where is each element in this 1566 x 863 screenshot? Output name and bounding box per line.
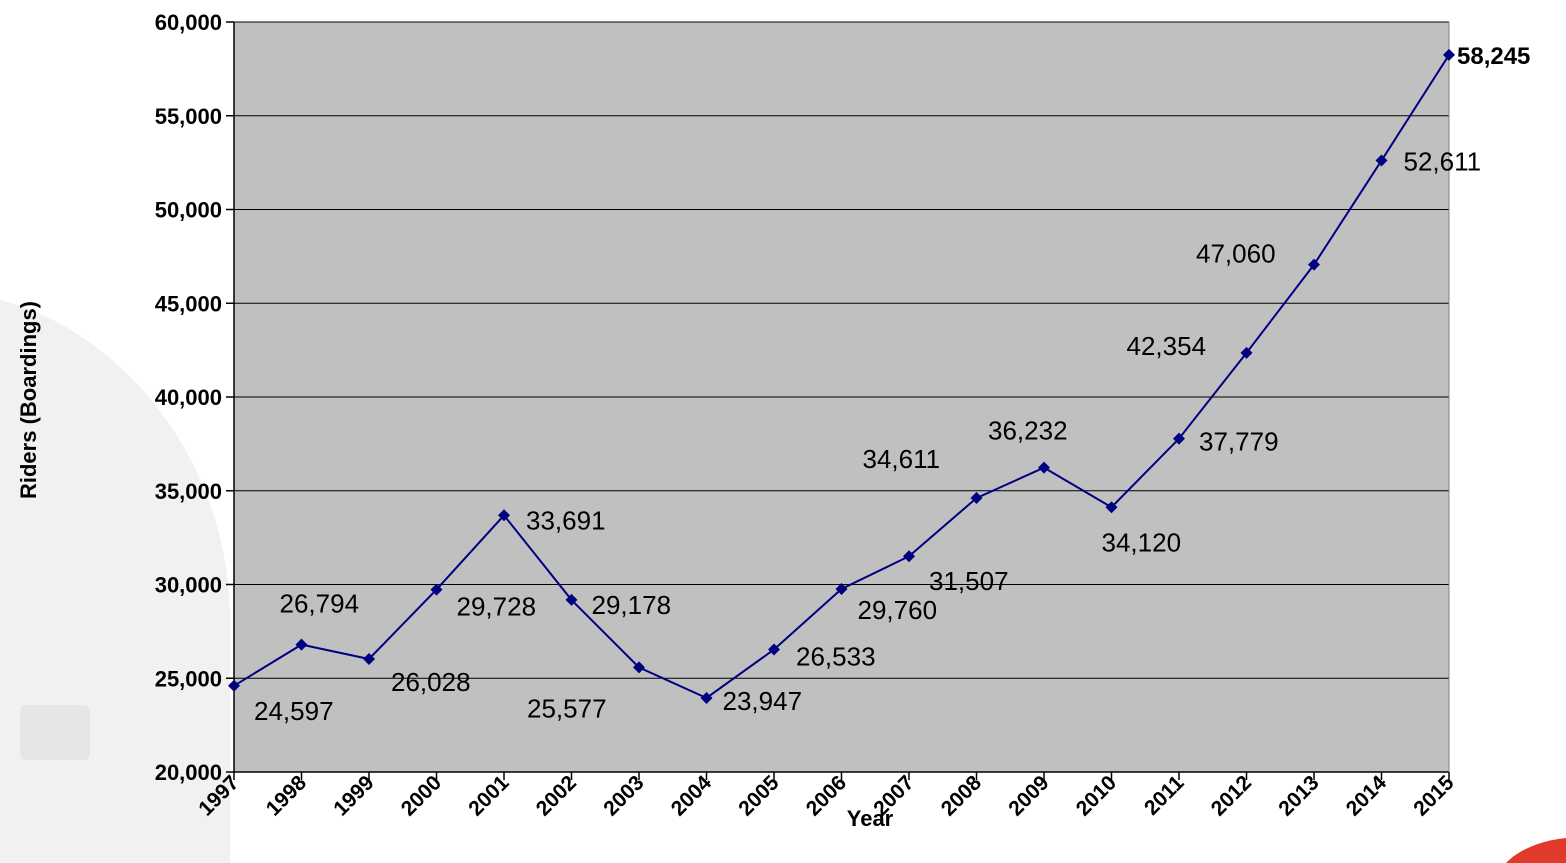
- data-label: 26,533: [796, 642, 876, 672]
- data-label: 29,728: [457, 592, 537, 622]
- data-label: 23,947: [723, 686, 803, 716]
- x-tick-label: 2000: [397, 771, 446, 820]
- data-point-marker: [1443, 48, 1455, 61]
- data-point-marker: [228, 679, 240, 692]
- x-tick-label: 2004: [667, 771, 717, 821]
- y-tick-label: 25,000: [155, 666, 222, 691]
- y-tick-label: 40,000: [155, 385, 222, 410]
- data-label: 34,120: [1102, 527, 1182, 557]
- y-axis-title: Riders (Boardings): [16, 301, 41, 499]
- y-tick-label: 60,000: [155, 10, 222, 35]
- x-tick-label: 2013: [1274, 771, 1323, 820]
- x-tick-label: 2010: [1072, 771, 1121, 820]
- gridlines: [234, 21, 1449, 679]
- data-point-marker: [430, 583, 443, 596]
- x-axis-title: Year: [847, 806, 894, 831]
- data-point-marker: [970, 492, 983, 505]
- data-labels: 24,597 26,794 26,028 29,728 33,691 29,178 25,5…: [254, 43, 1530, 726]
- data-point-marker: [295, 638, 308, 651]
- data-label: 29,760: [858, 595, 938, 625]
- y-tick-label: 45,000: [155, 291, 222, 316]
- data-point-marker: [768, 643, 780, 656]
- data-label: 26,028: [391, 667, 471, 697]
- data-label: 47,060: [1196, 239, 1276, 269]
- x-tick-label: 2009: [1004, 771, 1053, 820]
- x-tick-label: 2012: [1207, 771, 1256, 820]
- x-tick-label: 2001: [464, 771, 514, 821]
- y-tick-label: 55,000: [155, 104, 222, 129]
- data-label: 52,611: [1404, 147, 1482, 177]
- data-label: 58,245: [1457, 43, 1530, 70]
- data-points: [228, 48, 1455, 704]
- data-point-marker: [633, 661, 645, 674]
- x-axis-ticks: 1997 1998 1999 2000 2001 2002 2003 2004 2005 2006…: [194, 771, 1459, 821]
- data-point-marker: [700, 691, 713, 704]
- x-tick-label: 1999: [329, 771, 378, 820]
- x-tick-label: 2006: [802, 771, 851, 820]
- data-label: 42,354: [1127, 331, 1207, 361]
- data-label: 26,794: [280, 589, 360, 619]
- y-tick-label: 50,000: [155, 198, 222, 223]
- x-tick-label: 1998: [262, 771, 312, 821]
- y-axis-ticks: 20,000 25,000 30,000 35,000 40,000 45,000 50,0…: [155, 10, 234, 785]
- data-point-marker: [1038, 461, 1050, 474]
- data-point-marker: [1308, 258, 1320, 271]
- x-tick-label: 2015: [1409, 771, 1459, 821]
- data-label: 29,178: [592, 590, 672, 620]
- x-tick-label: 2008: [937, 771, 987, 821]
- x-tick-label: 2011: [1140, 771, 1189, 820]
- data-label: 37,779: [1199, 427, 1279, 457]
- data-label: 36,232: [988, 416, 1068, 446]
- data-point-marker: [363, 652, 375, 665]
- data-point-marker: [835, 583, 848, 595]
- y-tick-label: 20,000: [155, 760, 222, 785]
- data-label: 33,691: [526, 505, 606, 535]
- data-label: 25,577: [527, 693, 607, 723]
- data-point-marker: [565, 593, 578, 606]
- data-point-marker: [1375, 154, 1388, 167]
- y-tick-label: 35,000: [155, 479, 222, 504]
- x-tick-label: 2014: [1342, 771, 1392, 821]
- x-tick-label: 2005: [734, 771, 784, 821]
- data-point-marker: [1173, 432, 1185, 445]
- y-tick-label: 30,000: [155, 573, 222, 598]
- data-point-marker: [903, 550, 915, 563]
- background-decoration: [0, 300, 1566, 863]
- x-tick-label: 2003: [599, 771, 648, 820]
- x-tick-label: 2002: [532, 771, 581, 820]
- data-label: 24,597: [254, 696, 334, 726]
- data-label: 31,507: [929, 566, 1009, 596]
- data-label: 34,611: [863, 444, 941, 474]
- data-point-marker: [498, 509, 510, 522]
- data-point-marker: [1105, 501, 1118, 514]
- data-point-marker: [1240, 346, 1253, 359]
